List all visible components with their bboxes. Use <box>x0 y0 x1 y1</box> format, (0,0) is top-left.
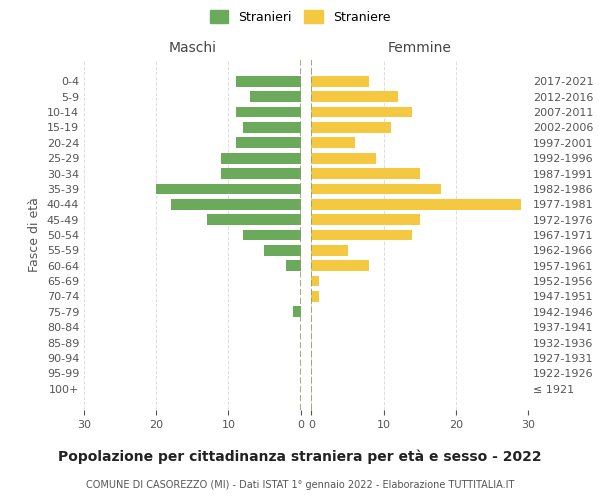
Bar <box>221 168 301 179</box>
Bar <box>311 214 420 225</box>
Title: Femmine: Femmine <box>388 40 452 54</box>
Bar <box>311 276 319 286</box>
Bar <box>311 199 521 209</box>
Bar <box>311 153 376 164</box>
Bar <box>156 184 301 194</box>
Bar <box>221 153 301 164</box>
Bar <box>311 230 412 240</box>
Bar <box>265 245 301 256</box>
Title: Maschi: Maschi <box>168 40 216 54</box>
Bar <box>236 76 301 86</box>
Bar <box>311 76 369 86</box>
Bar <box>170 199 301 209</box>
Bar <box>286 260 301 271</box>
Bar <box>311 184 442 194</box>
Bar <box>311 245 347 256</box>
Bar <box>293 306 301 317</box>
Bar <box>311 122 391 133</box>
Bar <box>311 291 319 302</box>
Bar <box>236 138 301 148</box>
Bar <box>250 92 301 102</box>
Bar <box>311 138 355 148</box>
Bar <box>243 230 301 240</box>
Text: COMUNE DI CASOREZZO (MI) - Dati ISTAT 1° gennaio 2022 - Elaborazione TUTTITALIA.: COMUNE DI CASOREZZO (MI) - Dati ISTAT 1°… <box>86 480 514 490</box>
Bar <box>243 122 301 133</box>
Bar <box>311 260 369 271</box>
Bar <box>311 92 398 102</box>
Y-axis label: Fasce di età: Fasce di età <box>28 198 41 272</box>
Bar <box>236 106 301 118</box>
Legend: Stranieri, Straniere: Stranieri, Straniere <box>206 6 394 28</box>
Bar <box>311 106 412 118</box>
Bar <box>207 214 301 225</box>
Bar <box>311 168 420 179</box>
Text: Popolazione per cittadinanza straniera per età e sesso - 2022: Popolazione per cittadinanza straniera p… <box>58 450 542 464</box>
